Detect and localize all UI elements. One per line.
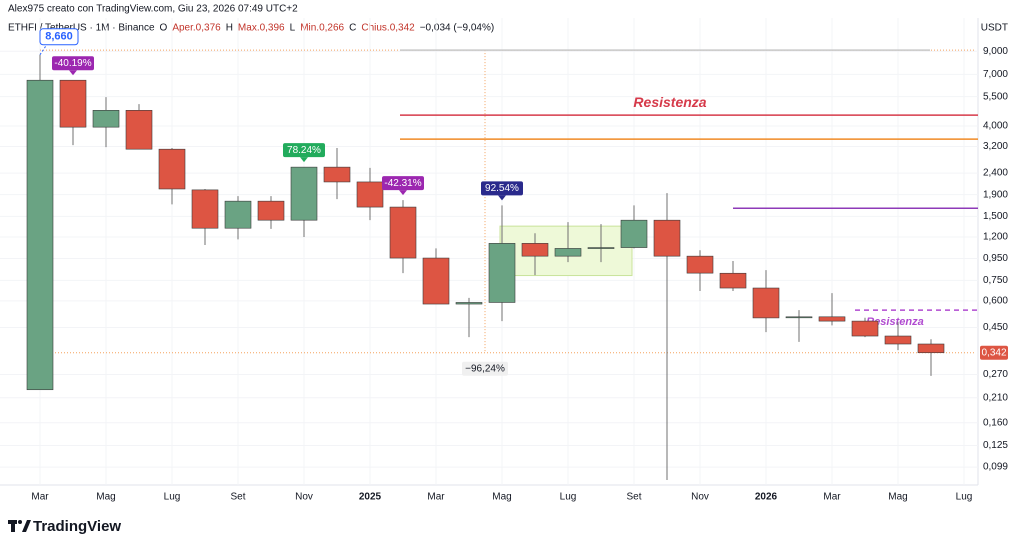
- candle-body: [224, 200, 252, 229]
- y-tick-label: 0,210: [983, 392, 1008, 403]
- x-tick-label: Lug: [560, 492, 577, 503]
- candle-body: [59, 79, 87, 128]
- header-item: Min.0,266: [300, 23, 344, 34]
- header-item: ETHFI / TetherUS · 1M · Binance: [8, 23, 155, 34]
- candle-body: [323, 166, 351, 183]
- candle-body: [158, 148, 186, 190]
- candle-body: [851, 320, 879, 337]
- axis-unit: USDT: [981, 23, 1008, 34]
- header-item: Chius.0,342: [361, 23, 415, 34]
- candle-body: [719, 272, 747, 289]
- y-tick-label: 0,750: [983, 275, 1008, 286]
- price-label-box: [980, 345, 1008, 360]
- x-tick-label: 2025: [359, 492, 382, 503]
- price-label: 0,342: [981, 347, 1006, 358]
- candle-body: [554, 248, 582, 257]
- y-tick-label: 4,000: [983, 121, 1008, 132]
- x-tick-label: Mag: [492, 492, 511, 503]
- y-tick-label: 5,500: [983, 91, 1008, 102]
- y-tick-label: 0,270: [983, 369, 1008, 380]
- x-tick-label: Mar: [427, 492, 445, 503]
- brand-logo: [8, 520, 31, 532]
- candle-body: [686, 255, 714, 274]
- tag-label: 92.54%: [485, 183, 519, 194]
- measure-label: −96,24%: [465, 363, 505, 374]
- tag-box: [481, 181, 523, 196]
- header-item: O: [160, 23, 168, 34]
- credit: Alex975 creato con TradingView.com, Giu …: [8, 4, 298, 15]
- candle-body: [785, 316, 813, 319]
- candle-body: [587, 247, 615, 249]
- resistance-label: Resistenza: [633, 94, 706, 110]
- tag-box: [283, 143, 325, 158]
- tag-pointer: [498, 195, 506, 201]
- x-tick-label: Lug: [956, 492, 973, 503]
- x-tick-label: Lug: [164, 492, 181, 503]
- y-tick-label: 0,099: [983, 462, 1008, 473]
- y-tick-label: 0,160: [983, 417, 1008, 428]
- tag-pointer: [69, 70, 77, 76]
- tag-pointer: [399, 190, 407, 196]
- tag-box: [52, 56, 94, 71]
- candle-body: [653, 219, 681, 257]
- x-tick-label: Mag: [888, 492, 907, 503]
- candle-body: [92, 110, 120, 128]
- tag-pointer: [300, 157, 308, 163]
- y-tick-label: 3,200: [983, 141, 1008, 152]
- candle-body: [620, 219, 648, 248]
- x-tick-label: 2026: [755, 492, 778, 503]
- candle-body: [290, 166, 318, 221]
- candle-body: [818, 316, 846, 322]
- candle-body: [422, 257, 450, 305]
- candle-body: [389, 206, 417, 259]
- candle-body: [455, 302, 483, 305]
- header-item: C: [349, 23, 356, 34]
- logo-stem: [11, 520, 15, 532]
- candle-body: [257, 200, 285, 221]
- y-tick-label: 0,600: [983, 296, 1008, 307]
- header-item: L: [290, 23, 296, 34]
- y-tick-label: 7,000: [983, 69, 1008, 80]
- candle-body: [884, 335, 912, 345]
- x-tick-label: Nov: [295, 492, 313, 503]
- y-tick-label: 0,950: [983, 253, 1008, 264]
- y-tick-label: 2,400: [983, 168, 1008, 179]
- y-tick-label: 9,000: [983, 46, 1008, 57]
- candle-body: [917, 343, 945, 354]
- logo-dot: [18, 520, 22, 524]
- tag-box: [382, 176, 424, 191]
- tag-label: -40.19%: [54, 58, 91, 69]
- candle-body: [356, 181, 384, 208]
- candle-body: [521, 243, 549, 257]
- y-tick-label: 1,500: [983, 211, 1008, 222]
- candle-body: [191, 189, 219, 229]
- header-item: −0,034 (−9,04%): [420, 23, 495, 34]
- x-tick-label: Mag: [96, 492, 115, 503]
- x-tick-label: Nov: [691, 492, 709, 503]
- candle-body: [125, 110, 153, 150]
- y-tick-label: 0,450: [983, 322, 1008, 333]
- callout-label: 8,660: [45, 31, 73, 43]
- y-tick-label: 1,200: [983, 232, 1008, 243]
- header-item: Aper.0,376: [172, 23, 221, 34]
- measure-box: [462, 361, 508, 376]
- logo-slash: [22, 520, 31, 532]
- candle-body: [26, 79, 54, 391]
- tag-label: -42.31%: [384, 178, 421, 189]
- x-tick-label: Mar: [823, 492, 841, 503]
- x-tick-label: Set: [626, 492, 641, 503]
- header-item: Max.0,396: [238, 23, 285, 34]
- y-tick-label: 0,125: [983, 440, 1008, 451]
- resistance-label: Resistenza: [866, 316, 923, 328]
- candle-body: [752, 287, 780, 319]
- y-tick-label: 1,900: [983, 189, 1008, 200]
- header-item: H: [226, 23, 233, 34]
- tag-label: 78.24%: [287, 145, 321, 156]
- candle-body: [488, 243, 516, 303]
- brand: TradingView: [33, 518, 121, 535]
- x-tick-label: Mar: [31, 492, 49, 503]
- callout-box: [39, 28, 79, 46]
- x-tick-label: Set: [230, 492, 245, 503]
